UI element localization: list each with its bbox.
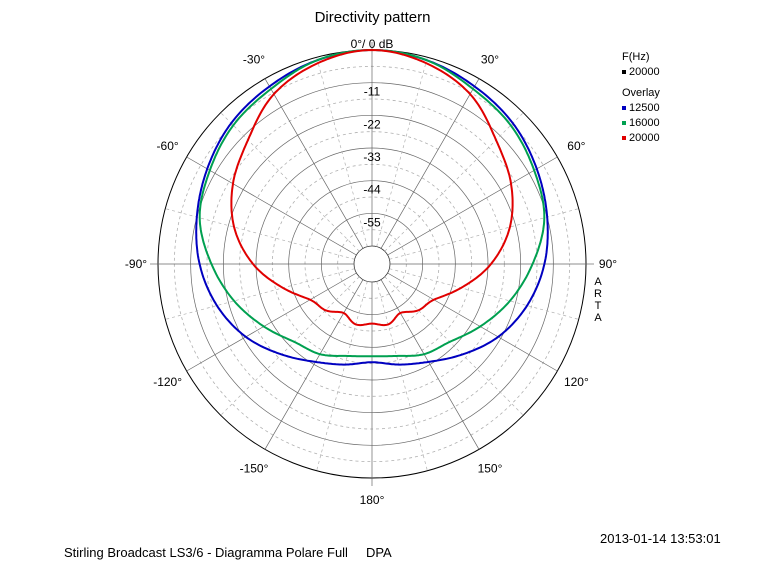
legend-item-label: 16000	[629, 117, 660, 129]
grid-spoke-minor	[165, 208, 355, 260]
polar-curves	[195, 49, 549, 366]
side-label-letter: A	[594, 276, 602, 288]
grid-spoke-major	[380, 279, 480, 450]
radial-tick-label: -33	[363, 150, 381, 164]
angle-label: -150°	[240, 461, 269, 475]
radial-tick-label: -11	[364, 85, 381, 99]
legend-swatch	[622, 136, 626, 141]
angle-label: -60°	[157, 139, 179, 153]
grid-spoke-major	[264, 279, 364, 450]
angle-label: -30°	[243, 53, 265, 67]
grid-spoke-minor	[376, 281, 428, 471]
radial-tick-label: -22	[363, 117, 381, 131]
legend-swatch	[622, 121, 626, 126]
legend-item-20000: 20000	[622, 131, 660, 146]
grid-spoke-minor	[220, 276, 360, 416]
angle-label: 150°	[478, 461, 503, 475]
angle-label: -120°	[153, 375, 182, 389]
legend: F(Hz) 20000 Overlay 12500 16000 20000	[622, 50, 660, 146]
footer-description: Stirling Broadcast LS3/6 - Diagramma Pol…	[64, 545, 392, 560]
grid-spoke-minor	[316, 281, 368, 471]
grid-spoke-minor	[220, 112, 360, 252]
grid-spoke-minor	[389, 208, 579, 260]
grid-spoke-major	[186, 272, 357, 372]
footer-tag: DPA	[365, 545, 392, 560]
legend-item-16000: 16000	[622, 116, 660, 131]
radial-tick-label: 0°/ 0 dB	[351, 37, 394, 51]
grid-spoke-minor	[384, 112, 524, 252]
legend-primary-label: 20000	[629, 66, 660, 78]
grid-spoke-major	[387, 156, 558, 256]
series-curve-20000	[230, 49, 514, 327]
grid-spoke-major	[264, 78, 364, 249]
radial-tick-label: -55	[363, 215, 381, 229]
legend-header: F(Hz)	[622, 51, 650, 63]
angle-label: 60°	[567, 139, 585, 153]
series-curve-12500	[195, 49, 549, 366]
polar-grid	[150, 42, 594, 486]
polar-labels: 0°/ 0 dB -11 -22 -33 -44 -55 30° 60° 90° 120° 150°…	[125, 37, 617, 507]
grid-spoke-minor	[165, 268, 355, 320]
legend-primary: 20000	[622, 65, 660, 80]
footer-description-text: Stirling Broadcast LS3/6 - Diagramma Pol…	[64, 545, 348, 560]
grid-hub	[353, 245, 391, 283]
grid-spoke-minor	[389, 268, 579, 320]
legend-item-label: 12500	[629, 102, 660, 114]
series-curve-16000	[198, 49, 546, 358]
grid-spoke-major	[387, 272, 558, 372]
legend-item-label: 20000	[629, 132, 660, 144]
side-label-letter: A	[594, 312, 602, 324]
chart-title: Directivity pattern	[314, 9, 431, 26]
legend-swatch	[622, 70, 626, 75]
angle-label: 120°	[564, 375, 589, 389]
grid-spoke-major	[186, 156, 357, 256]
angle-label: -90°	[125, 257, 147, 271]
grid-spoke-minor	[384, 276, 524, 416]
angle-label: 180°	[360, 493, 385, 507]
side-label: A R T A	[593, 276, 603, 324]
legend-item-12500: 12500	[622, 101, 660, 116]
side-label-letter: T	[594, 300, 602, 312]
angle-label: 90°	[599, 257, 617, 271]
footer-datetime: 2013-01-14 13:53:01	[600, 531, 721, 546]
side-label-letter: R	[594, 288, 602, 300]
grid-spoke-major	[380, 78, 480, 249]
angle-label: 30°	[481, 53, 499, 67]
legend-swatch	[622, 106, 626, 111]
grid-spoke-minor	[376, 57, 428, 247]
radial-tick-label: -44	[363, 183, 381, 197]
legend-overlay-header: Overlay	[622, 87, 660, 99]
grid-spoke-minor	[316, 57, 368, 247]
